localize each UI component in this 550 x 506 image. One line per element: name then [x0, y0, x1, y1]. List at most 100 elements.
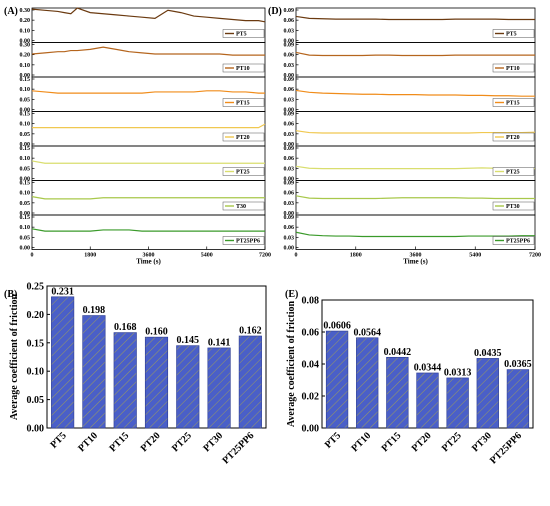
legend-pt10: PT10	[492, 63, 535, 73]
legend-t30: T30	[222, 201, 265, 211]
y-tick-label: 0.15	[20, 146, 31, 152]
y-tick-label: 0.08	[302, 296, 320, 307]
legend-label: PT20	[506, 135, 520, 141]
bar-pt20	[144, 336, 169, 429]
y-tick-label: 0.09	[284, 146, 295, 152]
y-tick-label: 0.04	[302, 360, 320, 371]
legend-label: PT10	[506, 66, 520, 72]
bar-panel-3: (E) 0.00 0.02 0.04 0.06 0.08 Average coefficie…	[285, 289, 534, 466]
subplot-pt20: 0.00 0.05 0.10 0.15 PT20	[20, 111, 266, 148]
subplot-pt20: 0.00 0.03 0.06 0.09 PT20	[284, 111, 536, 148]
category-label: PT15	[107, 430, 131, 454]
y-tick-label: 0.10	[20, 28, 31, 34]
panel-label: (D)	[268, 6, 282, 17]
x-tick-label: 3600	[143, 253, 155, 259]
y-tick-label: 0.09	[284, 8, 295, 14]
bar-value-label: 0.0344	[414, 362, 442, 373]
y-tick-label: 0.05	[20, 132, 31, 138]
x-tick-label: 5400	[201, 253, 213, 259]
category-label: PT20	[410, 430, 434, 454]
y-tick-label: 0.03	[284, 28, 295, 34]
subplot-pt25: 0.00 0.05 0.10 0.15 PT25	[20, 145, 266, 183]
series-line-pt10	[295, 51, 535, 57]
bar-pt30	[476, 358, 499, 429]
legend-label: PT20	[236, 135, 250, 141]
y-tick-label: 0.09	[284, 77, 295, 83]
subplot-pt30: 0.00 0.03 0.06 0.09 PT30	[284, 180, 536, 217]
x-axis-title: Time (s)	[403, 258, 428, 266]
y-axis-title: Average coefficient of friction	[9, 293, 20, 420]
y-tick-label: 0.03	[284, 235, 295, 241]
y-tick-label: 0.10	[20, 63, 31, 69]
bar-pt15	[113, 332, 137, 429]
series-line-pt15	[295, 89, 535, 97]
legend-box	[222, 29, 265, 38]
legend-pt30: PT30	[492, 201, 535, 211]
series-line-t30	[31, 196, 265, 200]
legend-label: PT15	[506, 101, 520, 107]
category-label: PT25PP6	[488, 430, 524, 466]
legend-box	[222, 63, 265, 73]
y-tick-label: 0.05	[20, 235, 31, 241]
y-tick-label: 0.00	[20, 73, 31, 79]
panel-label: (B)	[4, 289, 17, 300]
y-tick-label: 0.00	[284, 39, 295, 45]
y-tick-label: 0.00	[20, 108, 31, 114]
y-axis-title: Average coefficient of friction	[286, 300, 297, 427]
bar-value-label: 0.0442	[384, 347, 412, 358]
y-tick-label: 0.09	[284, 112, 295, 118]
x-tick-label: 3600	[410, 253, 422, 259]
y-tick-label: 0.00	[284, 177, 295, 183]
y-tick-label: 0.15	[20, 181, 31, 187]
y-tick-label: 0.03	[284, 132, 295, 138]
y-tick-label: 0.00	[284, 73, 295, 79]
legend-box	[222, 132, 265, 142]
bar-value-label: 0.0564	[353, 327, 381, 338]
category-label: PT25PP6	[220, 430, 256, 466]
bar-value-label: 0.0365	[504, 359, 532, 370]
y-tick-label: 0.30	[20, 43, 31, 49]
series-line-pt20	[32, 123, 266, 129]
subplot-t30: 0.00 0.05 0.10 0.15 T30	[20, 180, 266, 217]
category-label: PT20	[139, 430, 163, 454]
series-line-pt20	[295, 130, 536, 134]
legend-label: PT5	[506, 32, 517, 38]
y-tick-label: 0.00	[20, 246, 31, 252]
series-line-pt25	[31, 160, 265, 164]
bar-value-label: 0.160	[145, 327, 168, 338]
legend-label: PT30	[506, 204, 520, 210]
y-tick-label: 0.06	[284, 87, 295, 93]
bar-value-label: 0.0313	[444, 367, 472, 378]
legend-label: PT25	[236, 170, 250, 176]
category-label: PT10	[349, 430, 373, 454]
y-tick-label: 0.05	[20, 97, 31, 103]
y-tick-label: 0.00	[284, 142, 295, 148]
subplot-pt25: 0.00 0.03 0.06 0.09 PT25	[284, 145, 536, 183]
bar-value-label: 0.162	[239, 325, 262, 336]
y-tick-label: 0.00	[284, 246, 295, 252]
legend-label: PT25PP6	[506, 239, 530, 245]
series-line-pt25pp6	[31, 228, 265, 232]
y-tick-label: 0.00	[20, 177, 31, 183]
legend-pt10: PT10	[222, 63, 265, 73]
legend-pt15: PT15	[222, 98, 265, 107]
y-tick-label: 0.09	[284, 215, 295, 221]
y-tick-label: 0.06	[284, 191, 295, 197]
legend-pt5: PT5	[222, 29, 265, 38]
y-tick-label: 0.06	[284, 156, 295, 162]
x-axis-title: Time (s)	[136, 258, 161, 266]
y-tick-label: 0.06	[284, 225, 295, 231]
bar-value-label: 0.0606	[323, 321, 351, 332]
bar-pt10	[82, 315, 106, 429]
legend-box	[222, 98, 265, 107]
y-tick-label: 0.09	[284, 43, 295, 49]
y-tick-label: 0.00	[27, 424, 45, 435]
legend-box	[222, 201, 265, 211]
bar-value-label: 0.168	[114, 322, 137, 333]
y-tick-label: 0.03	[284, 63, 295, 69]
category-label: PT30	[201, 430, 225, 454]
subplot-pt10: 0.00 0.03 0.06 0.09 PT10	[284, 42, 536, 79]
y-tick-label: 0.15	[20, 215, 31, 221]
legend-box	[492, 29, 535, 38]
y-tick-label: 0.00	[284, 211, 295, 217]
